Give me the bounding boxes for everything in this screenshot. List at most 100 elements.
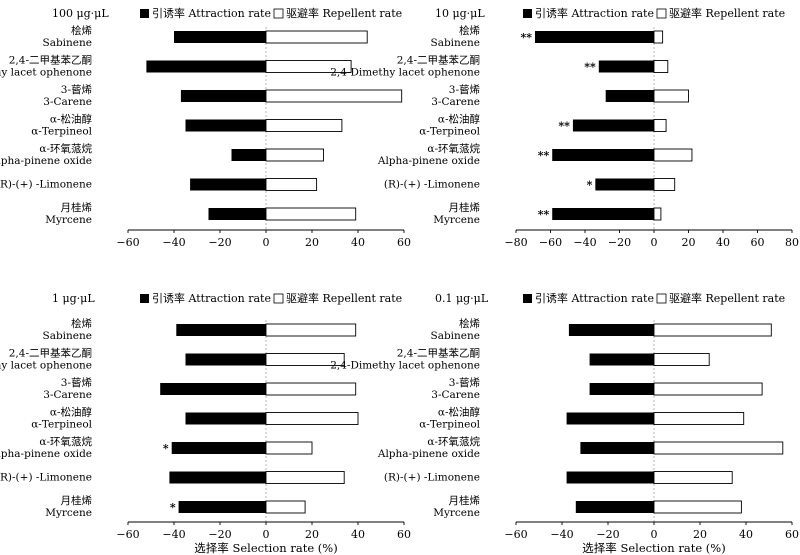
attraction-bar — [176, 324, 266, 336]
repellent-bar — [265, 60, 352, 73]
category-label-en: 2,4-Dimethy lacet ophenone — [0, 360, 92, 372]
x-tick-label: 60 — [397, 236, 411, 249]
x-tick-label: −60 — [116, 528, 139, 541]
legend-swatch-repellent — [656, 8, 667, 19]
x-tick-label: −20 — [208, 528, 231, 541]
repellent-bar — [653, 323, 772, 337]
attraction-bar — [171, 442, 266, 454]
x-tick-label: 0 — [651, 236, 658, 249]
legend-swatch-attraction — [523, 294, 532, 303]
repellent-bar — [653, 471, 733, 484]
attraction-bar — [552, 208, 654, 220]
category-label-cn: 桧烯 — [71, 317, 92, 330]
category-label-en: Myrcene — [45, 214, 92, 226]
x-tick-label: 0 — [263, 236, 270, 249]
category-row: 3-蒈烯3-Carene — [43, 376, 357, 401]
category-label-cn: 月桂烯 — [61, 201, 93, 214]
attraction-bar — [231, 149, 266, 161]
x-tick-label: −20 — [608, 236, 631, 249]
repellent-bar — [265, 178, 318, 191]
attraction-bar — [208, 208, 266, 220]
x-tick-label: −80 — [504, 236, 527, 249]
category-label-en: (R)-(+) -Limonene — [384, 472, 480, 484]
x-axis: −60 −40 −20 0 20 40 60 — [116, 521, 411, 541]
category-label-cn: 月桂烯 — [449, 201, 481, 214]
category-label-cn: 桧烯 — [71, 24, 92, 37]
significance-marker: * — [587, 179, 593, 192]
category-label-cn: 2,4-二甲基苯乙酮 — [9, 54, 92, 67]
attraction-bar — [566, 412, 654, 425]
repellent-bar — [265, 412, 359, 425]
x-axis: −80 −60 −40 −20 0 20 40 60 80 — [504, 229, 799, 249]
category-label-en: Sabinene — [43, 37, 93, 49]
category-label-cn: 月桂烯 — [61, 494, 93, 507]
x-tick-label: 60 — [397, 528, 411, 541]
x-tick-label: −40 — [162, 528, 185, 541]
legend-swatch-attraction — [523, 9, 532, 18]
category-label-en: (R)-(+) -Limonene — [384, 179, 480, 191]
x-tick-label: −60 — [504, 528, 527, 541]
category-label-en: α-Terpineol — [31, 419, 92, 431]
category-label-en: Alpha-pinene oxide — [377, 155, 480, 167]
legend: 引诱率 Attraction rate 驱避率 Repellent rate — [140, 6, 402, 20]
category-label-en: (R)-(+) -Limonene — [0, 179, 92, 191]
category-label-en: 2,4-Dimethy lacet ophenone — [330, 360, 480, 372]
repellent-bar — [265, 353, 345, 366]
significance-marker: * — [163, 442, 169, 455]
category-label-cn: 3-蒈烯 — [449, 376, 481, 389]
category-label-cn: 桧烯 — [459, 24, 480, 37]
category-label-cn: α-松油醇 — [50, 113, 93, 126]
category-row: (R)-(+) -Limonene — [0, 471, 345, 484]
x-tick-label: 20 — [305, 528, 319, 541]
category-label-cn: α-环氧蒎烷 — [39, 435, 92, 448]
significance-marker: ** — [538, 149, 550, 162]
attraction-bar — [160, 383, 266, 395]
attraction-bar — [180, 90, 266, 102]
category-row: (R)-(+) -Limonene * — [384, 178, 676, 192]
legend-label-repellent: 驱避率 Repellent rate — [286, 6, 402, 20]
x-tick-label: −60 — [539, 236, 562, 249]
attraction-bar — [575, 501, 654, 513]
category-row: 3-蒈烯3-Carene — [431, 376, 763, 401]
category-label-en: 3-Carene — [431, 96, 480, 108]
category-label-cn: α-松油醇 — [438, 406, 481, 419]
attraction-bar — [589, 353, 654, 366]
legend-swatch-repellent — [273, 293, 284, 304]
x-tick-label: −40 — [573, 236, 596, 249]
repellent-bar — [653, 382, 763, 396]
panel-title: 100 μg·μL — [52, 7, 109, 20]
attraction-bar — [580, 442, 654, 454]
category-label-en: α-Terpineol — [419, 126, 480, 138]
category-label-en: Sabinene — [43, 330, 93, 342]
attraction-bar — [566, 471, 654, 484]
repellent-bar — [265, 30, 368, 44]
attraction-bar — [589, 383, 654, 395]
significance-marker: ** — [538, 208, 550, 221]
repellent-bar — [653, 412, 745, 425]
repellent-bar — [265, 471, 345, 484]
x-tick-label: 60 — [785, 528, 799, 541]
repellent-bar — [265, 500, 306, 514]
category-label-cn: α-松油醇 — [438, 113, 481, 126]
panel-title: 1 μg·μL — [52, 292, 95, 305]
category-label-en: 3-Carene — [431, 389, 480, 401]
repellent-bar — [653, 30, 664, 44]
significance-marker: ** — [584, 61, 596, 74]
attraction-bar — [534, 31, 654, 43]
category-label-en: 3-Carene — [43, 96, 92, 108]
legend-label-repellent: 驱避率 Repellent rate — [669, 291, 785, 305]
category-label-en: Alpha-pinene oxide — [0, 448, 92, 460]
